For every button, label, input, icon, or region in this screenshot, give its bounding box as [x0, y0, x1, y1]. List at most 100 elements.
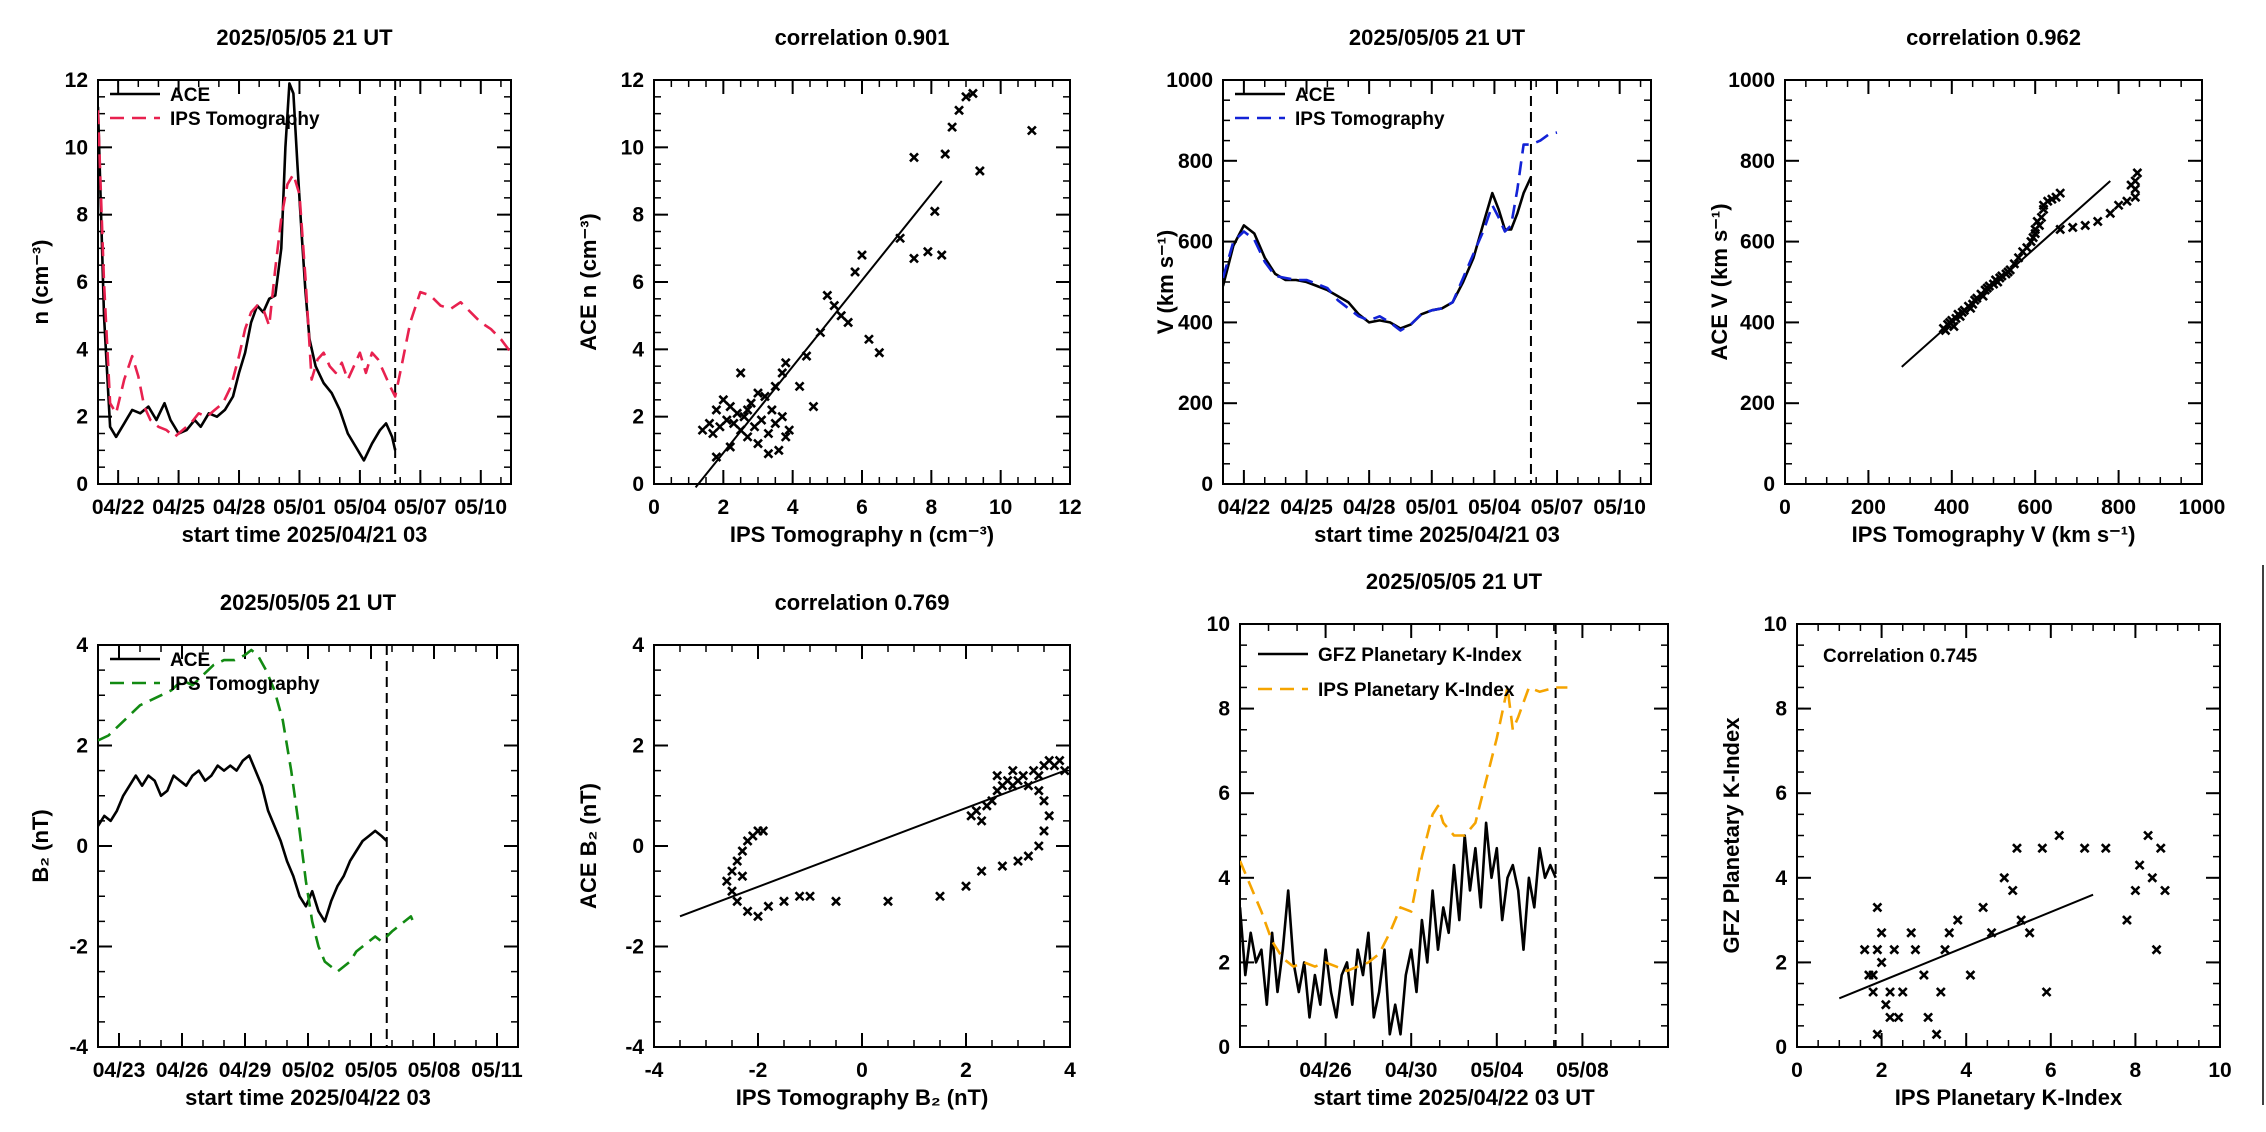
data-point: [1023, 780, 1034, 791]
data-point: [753, 911, 763, 922]
data-point: [770, 381, 781, 392]
points-group: [1938, 168, 2143, 336]
data-point: [857, 250, 867, 260]
data-point: [971, 805, 982, 816]
data-point: [773, 445, 784, 456]
x-tick-label: 10: [2208, 1059, 2231, 1082]
data-point: [727, 886, 737, 897]
data-point: [725, 401, 736, 412]
data-point: [947, 122, 958, 133]
y-tick-label: 200: [1740, 392, 1775, 415]
data-point: [718, 394, 729, 405]
data-point: [739, 411, 750, 422]
data-point: [2160, 885, 2170, 896]
data-point: [784, 425, 795, 436]
data-point: [2054, 830, 2065, 841]
points-group: [697, 88, 1037, 462]
x-tick-label: 04/25: [152, 496, 205, 519]
data-point: [961, 91, 971, 102]
x-tick-label: 05/07: [394, 496, 447, 519]
data-point: [895, 233, 906, 244]
data-point: [1944, 927, 1955, 938]
data-point: [2041, 987, 2052, 997]
panel-sc_kp: 0 2 4 6 8 10 0 2 4 6 8 10 IPS Planetary K-Index GFZ P…: [1719, 613, 2232, 1110]
data-point: [1039, 826, 1049, 836]
data-point: [822, 290, 833, 301]
x-tick-label: 04/23: [93, 1059, 146, 1082]
data-point: [987, 795, 997, 806]
data-point: [2113, 200, 2124, 211]
data-point: [1978, 291, 1988, 302]
data-point: [843, 317, 854, 328]
data-point: [2007, 885, 2018, 896]
data-point: [808, 401, 819, 412]
data-point: [831, 896, 841, 907]
panel-title: 2025/05/05 21 UT: [220, 590, 397, 615]
y-tick-label: 2: [1218, 951, 1230, 974]
data-point: [732, 408, 743, 419]
data-point: [1872, 944, 1883, 955]
data-point: [2030, 224, 2041, 235]
data-point: [929, 206, 940, 217]
data-point: [2130, 192, 2141, 203]
data-point: [874, 347, 885, 358]
series-line-ace: [98, 754, 388, 923]
data-point: [1885, 987, 1895, 997]
data-point: [763, 428, 774, 439]
data-point: [2155, 843, 2166, 854]
data-point: [801, 351, 812, 361]
axes-frame: [1222, 79, 1652, 485]
x-tick-label: 04/26: [156, 1059, 209, 1082]
y-tick-label: 2: [1775, 951, 1787, 974]
x-tick-label: 05/10: [454, 496, 507, 519]
x-axis-label: IPS Planetary K-Index: [1895, 1085, 2123, 1110]
x-tick-label: 05/11: [471, 1059, 523, 1082]
data-point: [997, 861, 1008, 872]
data-point: [2067, 222, 2078, 233]
data-point: [714, 421, 725, 432]
y-tick-label: 0: [1763, 473, 1775, 496]
data-point: [1940, 944, 1950, 955]
data-point: [704, 418, 715, 429]
y-tick-label: 1000: [1728, 69, 1775, 92]
data-point: [2016, 915, 2027, 926]
data-point: [1999, 872, 2010, 883]
legend-label: IPS Planetary K-Index: [1318, 680, 1515, 701]
y-tick-label: -2: [69, 936, 88, 959]
data-point: [1876, 957, 1887, 968]
data-point: [836, 310, 847, 321]
data-point: [2130, 885, 2141, 896]
data-point: [1018, 770, 1029, 781]
x-tick-label: 2: [960, 1059, 972, 1082]
data-point: [1897, 987, 1908, 997]
x-tick-label: 05/04: [334, 496, 387, 519]
data-point: [2024, 927, 2035, 938]
y-tick-label: 10: [65, 136, 88, 159]
y-tick-label: 4: [1775, 867, 1787, 890]
data-point: [1007, 765, 1018, 776]
y-axis-label: ACE B₂ (nT): [576, 783, 601, 909]
data-point: [766, 405, 777, 415]
y-tick-label: 6: [76, 271, 88, 294]
y-tick-label: 2: [76, 406, 88, 429]
x-tick-label: 10: [989, 496, 1012, 519]
x-tick-label: 04/26: [1299, 1059, 1352, 1082]
data-point: [2003, 266, 2014, 277]
data-point: [1935, 987, 1946, 997]
data-point: [2055, 224, 2066, 235]
data-point: [780, 357, 791, 368]
data-point: [1023, 851, 1034, 861]
series-line-ace: [98, 82, 397, 462]
data-point: [2038, 200, 2049, 211]
series-group: [1240, 686, 1568, 1036]
data-point: [1952, 915, 1963, 926]
data-point: [1863, 970, 1874, 981]
series-group: [1223, 131, 1558, 332]
y-tick-label: 4: [76, 634, 88, 657]
x-tick-label: 400: [1934, 496, 1969, 519]
data-point: [777, 411, 788, 422]
series-line-ips-planetary-k-index: [1240, 686, 1568, 973]
data-point: [1872, 1029, 1883, 1040]
data-point: [1893, 1012, 1904, 1023]
